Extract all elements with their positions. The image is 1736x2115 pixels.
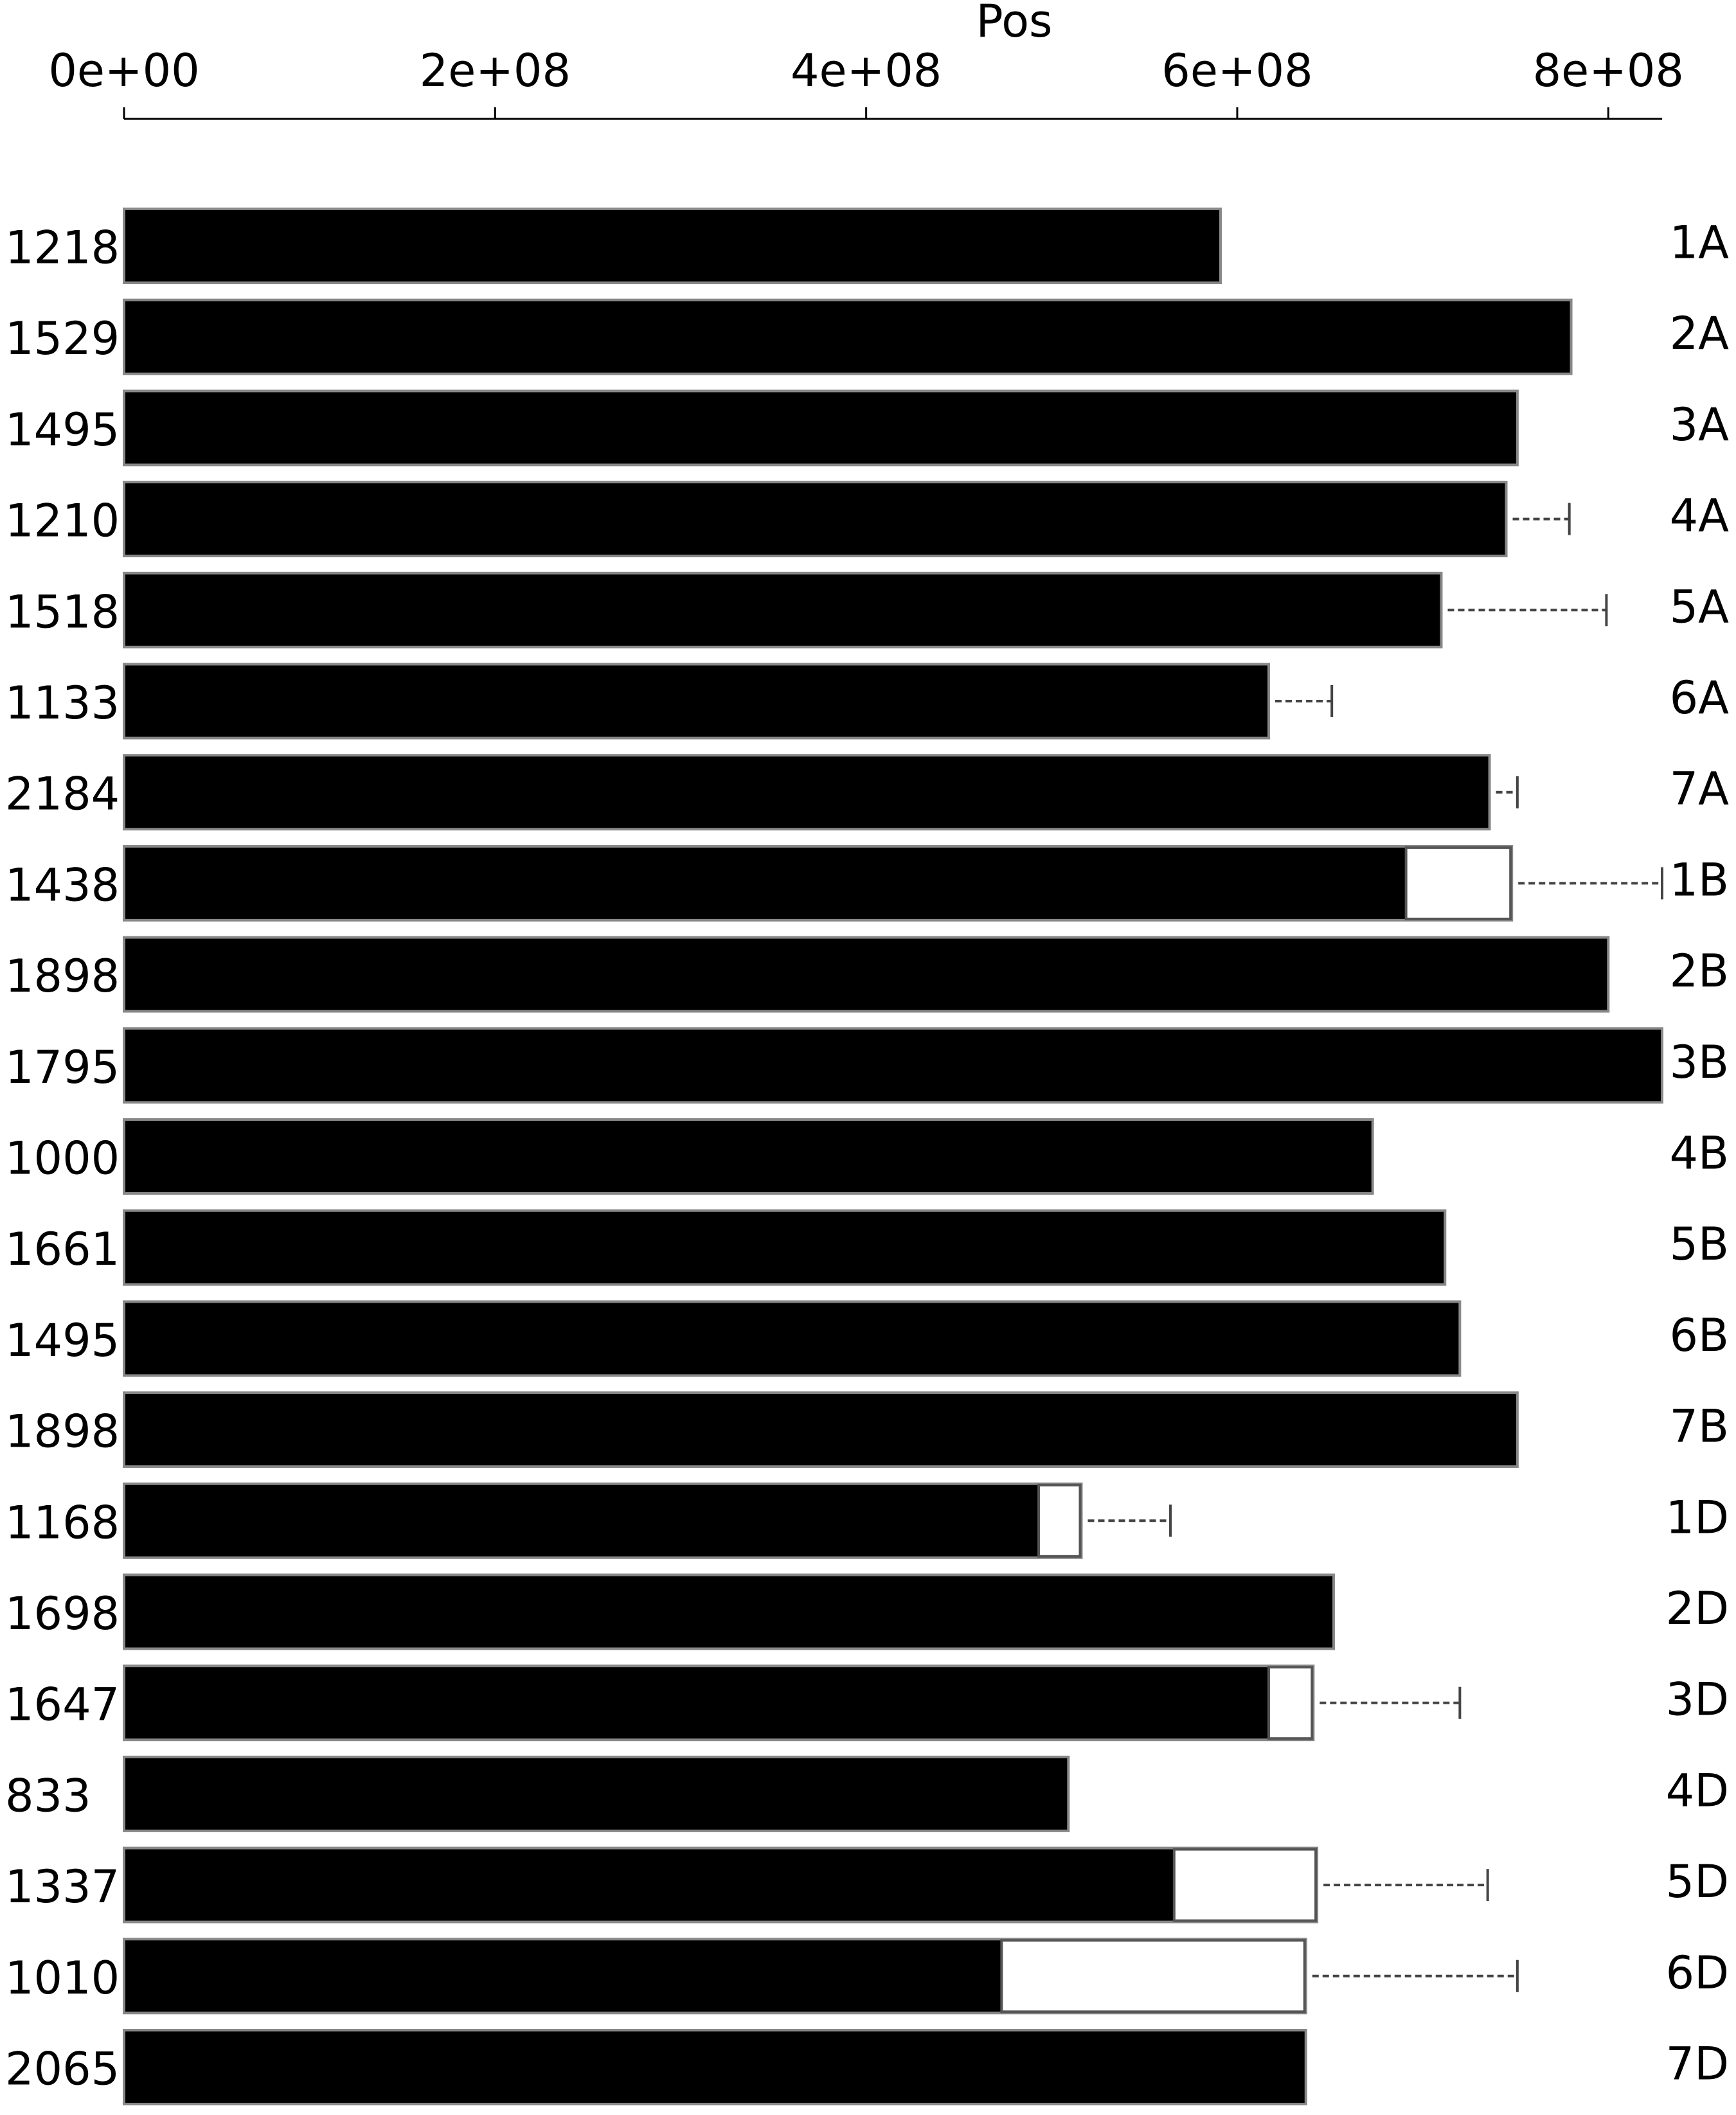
chromosome-label: 7D (1666, 2038, 1729, 2091)
chromosome-bar (123, 2029, 1307, 2105)
chromosome-bar (123, 1391, 1519, 1468)
count-label: 1218 (5, 222, 120, 274)
count-label: 1661 (5, 1223, 120, 1276)
count-label: 833 (5, 1769, 91, 1822)
chromosome-bar (123, 1573, 1336, 1650)
count-label: 1438 (5, 859, 120, 911)
chromosome-label: 6B (1669, 1309, 1729, 1362)
chromosome-bar (123, 389, 1519, 467)
chromosome-bar (123, 1209, 1447, 1286)
chromosome-bar (123, 298, 1573, 375)
unmapped-region (1172, 1848, 1318, 1922)
count-label: 2184 (5, 768, 120, 821)
chromosome-bar (123, 1027, 1663, 1104)
count-label: 2065 (5, 2043, 120, 2096)
chromosome-label: 5A (1670, 580, 1730, 633)
count-label: 1210 (5, 495, 120, 548)
x-tick-label: 0e+00 (48, 44, 199, 97)
chromosome-bar (123, 936, 1610, 1013)
unmapped-region (1000, 1939, 1306, 2013)
chromosome-bar (123, 844, 1514, 922)
chromosome-bar (123, 1664, 1315, 1742)
chromosome-label: 6A (1670, 672, 1730, 724)
chromosome-label: 5B (1669, 1218, 1729, 1271)
unmapped-region (1037, 1483, 1082, 1558)
chromosome-label: 3D (1666, 1673, 1729, 1726)
count-label: 1795 (5, 1041, 120, 1094)
chromosome-label: 3B (1669, 1036, 1729, 1089)
count-label: 1495 (5, 404, 120, 456)
chromosome-bar (123, 1755, 1070, 1832)
count-label: 1898 (5, 950, 120, 1003)
chromosome-bar (123, 1846, 1319, 1923)
chromosome-label: 7A (1670, 763, 1730, 816)
chromosome-label: 1A (1670, 217, 1730, 269)
chromosome-label: 6D (1666, 1947, 1729, 1999)
chromosome-label: 2A (1670, 307, 1730, 360)
count-label: 1898 (5, 1406, 120, 1458)
x-tick-label: 4e+08 (791, 44, 942, 97)
count-label: 1647 (5, 1679, 120, 1731)
count-label: 1495 (5, 1314, 120, 1367)
chromosome-label: 1D (1666, 1491, 1729, 1544)
count-label: 1133 (5, 677, 120, 729)
count-label: 1518 (5, 585, 120, 638)
chromosome-label: 3A (1670, 398, 1730, 451)
chromosome-label: 4D (1666, 1764, 1729, 1817)
chromosome-label: 5D (1666, 1855, 1729, 1908)
chromosome-label: 4A (1670, 490, 1730, 542)
x-tick-label: 2e+08 (420, 44, 571, 97)
count-label: 1000 (5, 1132, 120, 1185)
unmapped-region (1267, 1666, 1314, 1740)
chromosome-bar (123, 754, 1491, 831)
chromosome-label: 2D (1666, 1582, 1729, 1635)
x-axis-label: Pos (976, 0, 1052, 48)
chromosome-bar (123, 1300, 1462, 1377)
count-label: 1698 (5, 1587, 120, 1640)
count-label: 1337 (5, 1861, 120, 1913)
count-label: 1529 (5, 312, 120, 365)
chromosome-label: 4B (1669, 1127, 1729, 1180)
chromosome-label: 7B (1669, 1400, 1729, 1453)
chromosome-bar (123, 208, 1222, 284)
chromosome-bar (123, 1482, 1083, 1559)
x-tick-label: 6e+08 (1161, 44, 1312, 97)
chromosome-label: 1B (1669, 853, 1729, 906)
chromosome-label: 2B (1669, 945, 1729, 997)
count-label: 1010 (5, 1952, 120, 2004)
count-label: 1168 (5, 1496, 120, 1549)
chromosome-bar (123, 663, 1271, 740)
chromosome-bar (123, 1118, 1374, 1195)
chromosome-bar (123, 481, 1508, 558)
x-tick-label: 8e+08 (1533, 44, 1684, 97)
chromosome-bar (123, 571, 1443, 648)
unmapped-region (1404, 846, 1512, 920)
